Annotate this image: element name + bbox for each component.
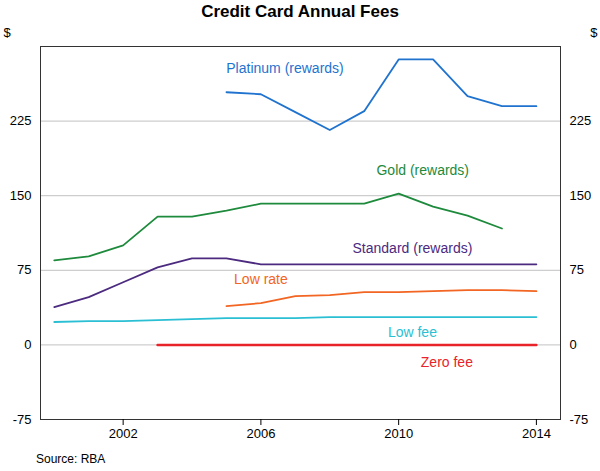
svg-text:150: 150 [570,188,592,203]
svg-text:2014: 2014 [522,426,551,441]
svg-text:-75: -75 [13,412,32,427]
svg-text:75: 75 [17,262,31,277]
svg-text:-75: -75 [570,412,589,427]
svg-text:$: $ [590,25,598,40]
svg-text:Gold (rewards): Gold (rewards) [376,162,469,178]
svg-text:Low fee: Low fee [388,324,437,340]
svg-text:0: 0 [570,337,577,352]
svg-text:Zero fee: Zero fee [421,354,473,370]
svg-text:225: 225 [10,113,32,128]
svg-text:$: $ [4,25,12,40]
html-text:Source: RBA: Source: RBA [36,452,106,466]
svg-text:Low rate: Low rate [234,271,288,287]
svg-text:150: 150 [10,188,32,203]
svg-text:Platinum (rewards): Platinum (rewards) [226,60,343,76]
svg-text:0: 0 [24,337,31,352]
svg-text:2002: 2002 [109,426,138,441]
svg-text:2010: 2010 [384,426,413,441]
svg-text:Standard (rewards): Standard (rewards) [353,240,473,256]
svg-text:75: 75 [570,262,584,277]
html-text:Credit Card Annual Fees: Credit Card Annual Fees [201,2,399,21]
svg-text:2006: 2006 [246,426,275,441]
svg-text:225: 225 [570,113,592,128]
